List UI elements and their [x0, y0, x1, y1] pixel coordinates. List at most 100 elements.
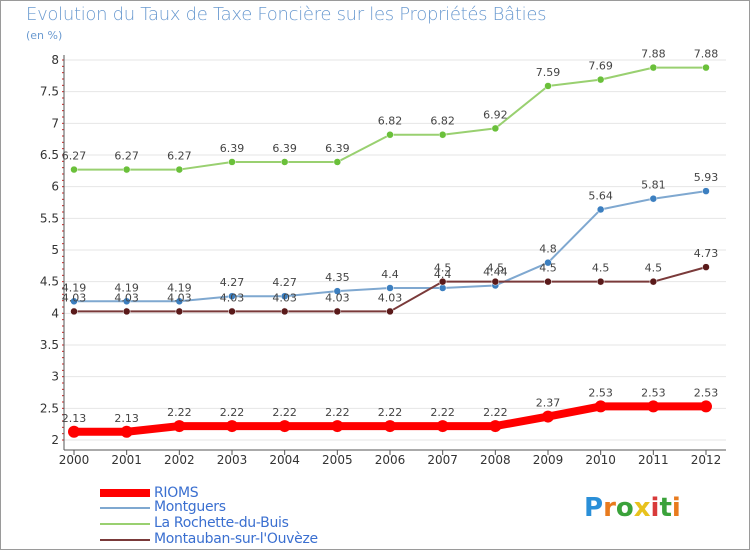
data-label: 6.82	[378, 115, 403, 128]
x-tick-label: 2001	[111, 453, 142, 467]
data-point	[596, 75, 605, 84]
data-point	[700, 400, 712, 413]
legend-label-montauban: Montauban-sur-l'Ouvèze	[154, 531, 318, 547]
data-point	[228, 307, 236, 316]
data-point	[280, 292, 289, 300]
data-label: 6.92	[483, 108, 508, 121]
data-point	[489, 420, 502, 433]
data-label: 4.27	[220, 276, 245, 289]
legend-label-montguers: Montguers	[154, 499, 226, 515]
y-tick-label: 6	[51, 180, 59, 194]
data-label: 2.53	[694, 386, 719, 399]
data-label: 2.22	[378, 406, 403, 419]
y-tick-label: 5.5	[40, 211, 59, 225]
data-point	[278, 420, 291, 433]
data-point	[438, 130, 447, 139]
y-tick-label: 6.5	[40, 148, 59, 162]
data-label: 4.19	[114, 281, 139, 294]
data-point	[702, 187, 710, 195]
data-point	[649, 63, 658, 72]
data-label: 2.22	[220, 406, 245, 419]
data-point	[173, 420, 186, 433]
data-label: 2.22	[430, 406, 455, 419]
data-label: 5.81	[641, 179, 666, 192]
data-point	[175, 307, 184, 316]
data-point	[436, 420, 449, 433]
data-point	[280, 307, 289, 316]
legend-label-la-rochette: La Rochette-du-Buis	[154, 515, 289, 531]
x-tick-label: 2005	[322, 453, 353, 467]
y-tick-label: 5	[51, 243, 59, 257]
logo-letter: t	[659, 493, 672, 523]
data-label: 4.44	[483, 265, 508, 278]
logo-letter: o	[615, 493, 634, 523]
data-label: 2.37	[536, 397, 561, 410]
data-point	[702, 263, 710, 271]
data-label: 7.88	[694, 48, 719, 61]
data-point	[491, 124, 500, 133]
data-point	[226, 420, 238, 433]
data-point	[331, 420, 344, 433]
y-tick-label: 3.5	[40, 338, 59, 352]
data-point	[647, 400, 660, 413]
data-point	[544, 258, 552, 267]
data-label: 7.88	[641, 48, 666, 61]
data-point	[333, 307, 342, 316]
data-point	[544, 82, 552, 90]
data-label: 5.64	[588, 189, 613, 202]
data-point	[544, 277, 552, 286]
data-label: 4.5	[645, 262, 663, 275]
data-label: 4.5	[539, 262, 557, 275]
legend-swatch-la-rochette	[100, 523, 150, 525]
data-label: 4.03	[272, 291, 297, 304]
data-point	[333, 158, 342, 166]
data-label: 2.13	[114, 412, 139, 425]
data-point	[228, 292, 236, 300]
data-point	[386, 284, 394, 292]
x-tick-label: 2007	[427, 453, 458, 467]
data-point	[596, 277, 605, 286]
data-label: 4.03	[220, 291, 245, 304]
x-tick-label: 2006	[375, 453, 406, 467]
data-label: 4.19	[167, 281, 192, 294]
data-point	[120, 425, 133, 438]
data-label: 2.22	[483, 406, 508, 419]
logo-letter: r	[603, 493, 616, 523]
legend-swatch-montguers	[100, 507, 150, 509]
data-label: 4.5	[487, 262, 505, 275]
x-tick-label: 2008	[480, 453, 511, 467]
data-point	[491, 277, 500, 286]
x-tick-label: 2012	[691, 453, 722, 467]
y-tick-label: 7	[51, 116, 59, 130]
data-point	[438, 284, 447, 292]
data-point	[70, 307, 78, 316]
data-label: 6.27	[62, 150, 87, 163]
data-label: 6.27	[167, 150, 192, 163]
proxiti-logo: Proxiti	[584, 493, 681, 523]
data-point	[228, 158, 236, 166]
y-tick-label: 3	[51, 370, 59, 384]
data-point	[122, 165, 131, 174]
data-label: 6.39	[325, 142, 350, 155]
data-point	[542, 410, 554, 423]
data-point	[596, 205, 605, 214]
data-label: 7.59	[536, 66, 561, 79]
data-point	[702, 63, 710, 72]
data-label: 2.53	[641, 386, 666, 399]
data-label: 4.35	[325, 271, 350, 284]
x-tick-label: 2004	[269, 453, 300, 467]
data-point	[175, 297, 184, 306]
data-label: 4.19	[62, 281, 87, 294]
data-point	[122, 297, 131, 306]
y-tick-label: 2.5	[40, 401, 59, 415]
data-point	[70, 297, 78, 306]
x-tick-label: 2000	[59, 453, 90, 467]
legend-label-rioms: RIOMS	[154, 485, 199, 501]
y-tick-label: 4	[51, 306, 59, 320]
data-label: 4.8	[539, 243, 557, 256]
data-point	[386, 307, 394, 316]
logo-letter: i	[671, 493, 681, 523]
logo-letter: x	[633, 493, 651, 523]
data-point	[438, 277, 447, 286]
